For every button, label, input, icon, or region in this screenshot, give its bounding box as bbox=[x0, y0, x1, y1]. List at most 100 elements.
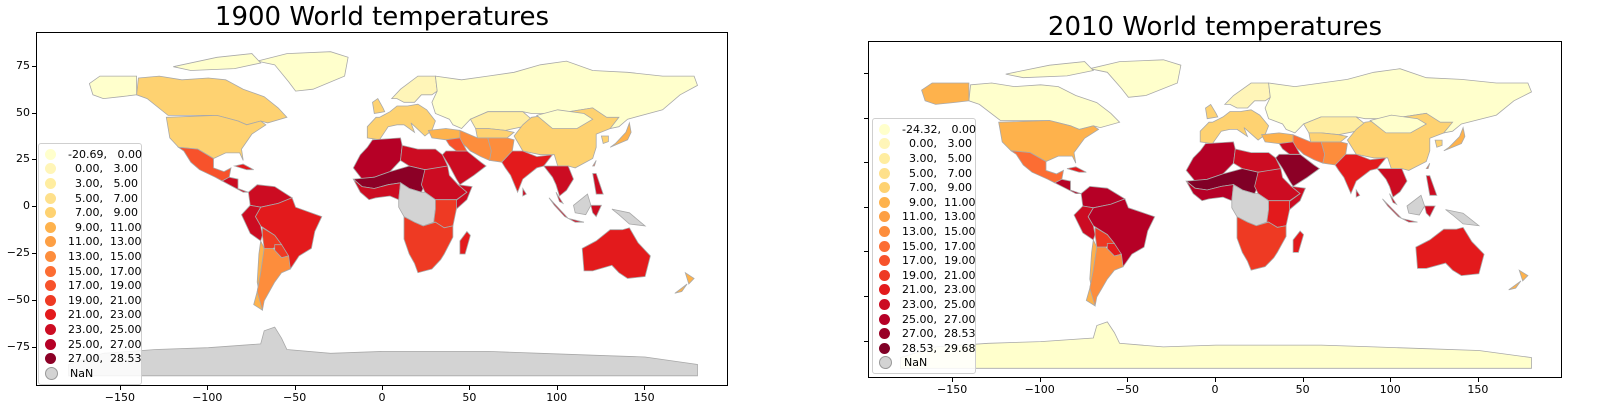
legend-label: 17.00, 19.00 bbox=[902, 254, 976, 268]
legend-label: 13.00, 15.00 bbox=[902, 224, 976, 238]
region-australia bbox=[1415, 226, 1485, 277]
region-greenland bbox=[257, 51, 349, 92]
legend-entry: 5.00, 7.00 bbox=[879, 166, 972, 181]
x-tick-label: −100 bbox=[1024, 383, 1055, 396]
legend-swatch bbox=[45, 280, 56, 292]
legend-label: 28.53, 29.68 bbox=[902, 341, 976, 355]
map-title-2010: 2010 World temperatures bbox=[1047, 12, 1383, 42]
region-turkey bbox=[1260, 132, 1294, 145]
y-tick-mark bbox=[864, 206, 868, 208]
x-tick-label: 0 bbox=[378, 391, 386, 404]
region-nz2 bbox=[1508, 280, 1522, 291]
legend-label: 21.00, 23.00 bbox=[68, 308, 142, 322]
legend-swatch bbox=[45, 353, 56, 365]
region-peru bbox=[241, 204, 263, 242]
region-antarctica bbox=[900, 321, 1532, 369]
region-phil bbox=[1425, 175, 1438, 196]
region-taiwan bbox=[591, 160, 597, 167]
legend-entry: 15.00, 17.00 bbox=[45, 264, 141, 279]
legend-label: 5.00, 7.00 bbox=[902, 166, 972, 180]
x-tick-mark bbox=[382, 386, 383, 390]
legend-swatch bbox=[45, 250, 56, 262]
legend-label: 19.00, 21.00 bbox=[902, 268, 976, 282]
legend-swatch bbox=[879, 152, 890, 164]
region-taiwan bbox=[1425, 162, 1431, 169]
y-tick-label: −75 bbox=[6, 339, 30, 353]
legend-entry: 11.00, 13.00 bbox=[45, 235, 141, 250]
region-srilanka bbox=[1355, 188, 1361, 198]
legend-label: 11.00, 13.00 bbox=[902, 210, 976, 224]
x-tick-label: 100 bbox=[546, 391, 568, 404]
y-tick-label: 50 bbox=[16, 105, 30, 119]
legend-label: -24.32, 0.00 bbox=[902, 122, 976, 136]
legend-swatch bbox=[879, 356, 892, 370]
y-tick-mark bbox=[864, 296, 868, 297]
region-iraq bbox=[1278, 141, 1301, 155]
region-sulawesi bbox=[590, 204, 603, 218]
x-tick-mark bbox=[1302, 378, 1304, 382]
legend-entry: 21.00, 23.00 bbox=[879, 283, 975, 298]
region-turkey bbox=[427, 128, 461, 141]
legend-label: 11.00, 13.00 bbox=[68, 235, 142, 249]
region-libya-egypt bbox=[400, 144, 449, 171]
region-borneo bbox=[573, 193, 592, 216]
region-eur-north bbox=[1223, 82, 1271, 109]
y-tick-mark bbox=[32, 159, 36, 161]
region-canada bbox=[136, 75, 288, 126]
region-eur-north bbox=[390, 75, 438, 103]
legend-label: 15.00, 17.00 bbox=[902, 239, 976, 253]
legend-label: 13.00, 15.00 bbox=[68, 249, 142, 263]
region-southern-africa bbox=[403, 215, 454, 274]
y-tick-mark bbox=[864, 162, 868, 164]
legend-swatch bbox=[879, 182, 890, 194]
legend-swatch bbox=[45, 148, 56, 160]
legend-entry: 0.00, 3.00 bbox=[879, 137, 972, 152]
legend-label: 23.00, 25.00 bbox=[68, 322, 142, 336]
y-tick-mark bbox=[32, 253, 36, 254]
region-arctic bbox=[1005, 61, 1095, 79]
y-tick-mark bbox=[32, 65, 36, 67]
legend-swatch bbox=[45, 323, 56, 335]
legend-entry: 0.00, 3.00 bbox=[45, 162, 138, 177]
legend-swatch bbox=[45, 163, 56, 175]
region-argentina bbox=[1089, 246, 1124, 307]
legend-swatch bbox=[879, 342, 890, 354]
region-central-asia bbox=[475, 128, 516, 139]
x-tick-label: −50 bbox=[1115, 383, 1139, 396]
region-japan bbox=[609, 121, 632, 148]
x-tick-label: 0 bbox=[1211, 383, 1219, 396]
region-britain bbox=[1205, 103, 1219, 120]
legend-swatch bbox=[45, 265, 56, 277]
x-tick-mark bbox=[1127, 378, 1129, 382]
legend-swatch bbox=[879, 328, 890, 340]
x-tick-label: −50 bbox=[282, 391, 307, 404]
x-tick-label: 50 bbox=[462, 391, 477, 404]
legend-label: 25.00, 27.00 bbox=[902, 312, 976, 326]
world-map-1900 bbox=[68, 51, 698, 377]
map-legend-2010: -24.32, 0.00 0.00, 3.00 3.00, 5.00 5.00,… bbox=[872, 118, 976, 375]
y-tick-mark bbox=[864, 117, 868, 119]
map-axes-1900 bbox=[36, 32, 728, 386]
region-central bbox=[221, 176, 249, 193]
legend-swatch bbox=[879, 225, 890, 237]
region-brazil bbox=[254, 197, 323, 270]
legend-label: 7.00, 9.00 bbox=[902, 181, 972, 195]
x-tick-mark bbox=[469, 386, 471, 390]
legend-entry: 27.00, 28.53 bbox=[879, 326, 975, 341]
legend-swatch bbox=[879, 255, 890, 267]
x-tick-label: 150 bbox=[633, 391, 655, 404]
region-canada bbox=[968, 82, 1121, 130]
region-indochina bbox=[1376, 168, 1408, 198]
legend-entry: 9.00, 11.00 bbox=[879, 195, 975, 210]
region-mongolia bbox=[1369, 114, 1428, 134]
x-tick-label: −150 bbox=[104, 391, 135, 404]
region-korea bbox=[1434, 139, 1443, 148]
region-india bbox=[501, 150, 554, 194]
legend-entry: 23.00, 25.00 bbox=[879, 297, 975, 312]
legend-entry: 13.00, 15.00 bbox=[45, 249, 141, 264]
region-java bbox=[568, 218, 585, 223]
map-legend-1900: -20.69, 0.00 0.00, 3.00 3.00, 5.00 5.00,… bbox=[38, 143, 142, 385]
legend-entry: -24.32, 0.00 bbox=[879, 122, 976, 137]
map-axes-2010 bbox=[868, 41, 1562, 378]
region-malaya bbox=[555, 191, 565, 205]
